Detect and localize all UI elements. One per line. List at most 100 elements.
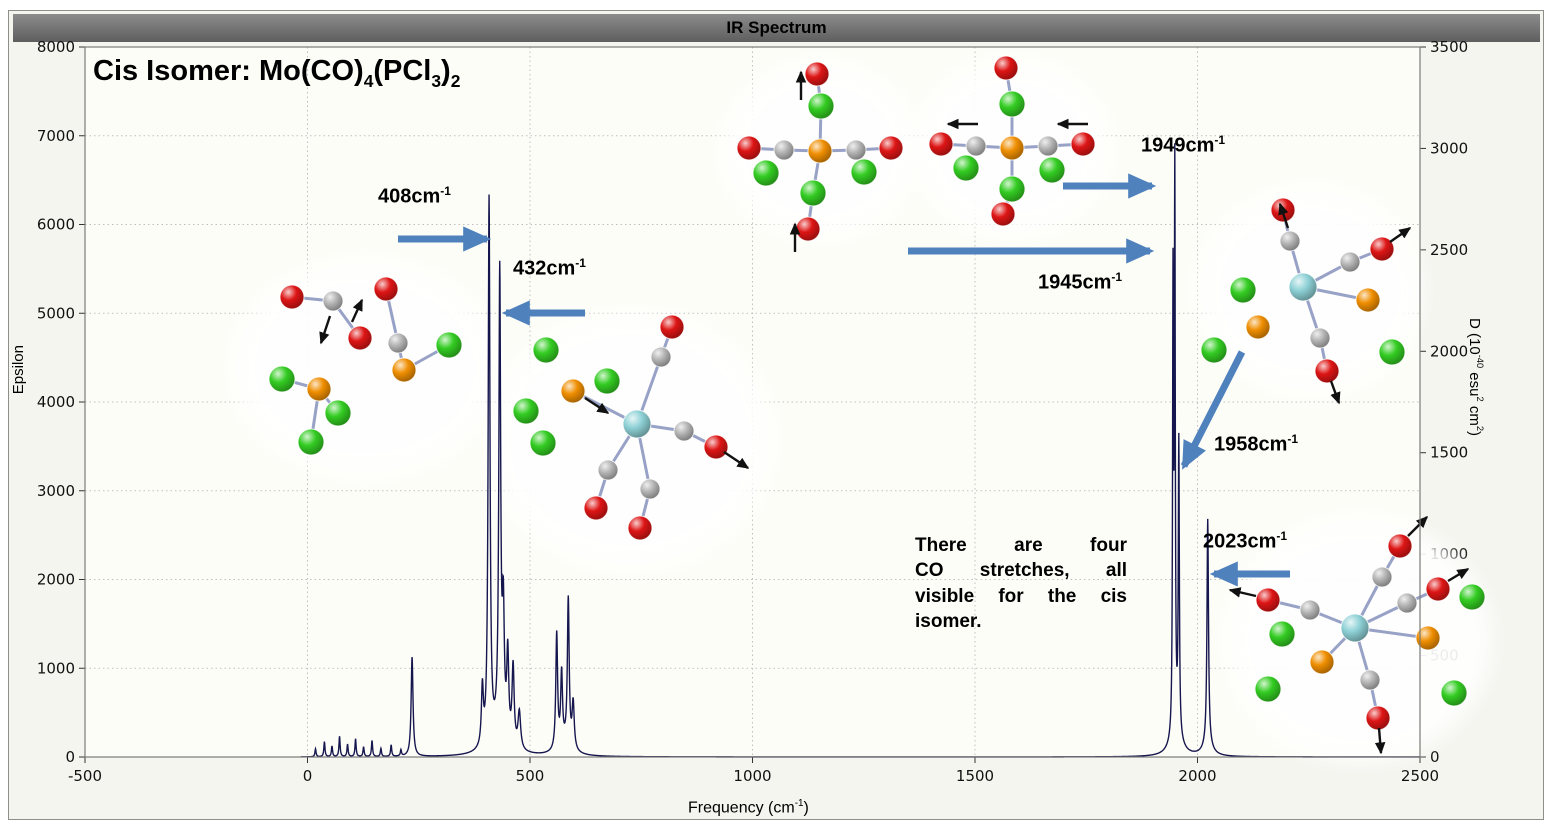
y-right-tick-label: 3000 [1430,139,1468,157]
x-tick-label: 0 [303,767,313,785]
atom-O [347,325,373,351]
atom-C [1279,230,1301,252]
atom-O [583,495,609,521]
atom-Cl [435,331,463,359]
atom-Cl [850,158,878,186]
vibration-arrow [723,451,750,469]
atom-O [928,131,954,157]
atom-O [1365,705,1391,731]
y-left-tick-label: 3000 [37,482,75,500]
x-tick-label: 1500 [956,767,994,785]
y-right-tick-label: 2000 [1430,342,1468,360]
atom-P [807,138,833,164]
atom-Cl [1268,620,1296,648]
annotation-arrow-1958 [1180,350,1246,470]
molecule-bend-mode-cluster [235,263,495,473]
atom-P [560,378,586,404]
vibration-arrow [1389,227,1412,243]
atom-O [736,135,762,161]
atom-Cl [268,365,296,393]
atom-Mo [1288,272,1318,302]
atom-Cl [1440,679,1468,707]
atom-C [673,420,695,442]
atom-C [1037,135,1059,157]
y-left-tick-label: 6000 [37,216,75,234]
atom-O [990,201,1016,227]
vibration-arrow [584,396,610,415]
y-right-tick-label: 2500 [1430,241,1468,259]
y-left-tick-label: 1000 [37,659,75,677]
y-left-tick-label: 7000 [37,127,75,145]
atom-O [659,314,685,340]
x-tick-label: 1000 [733,767,771,785]
atom-Cl [998,90,1026,118]
atom-O [795,216,821,242]
molecule-octahedral-432-mode [490,314,770,565]
atom-Mo [622,409,652,439]
molecule-layer [235,55,1490,760]
atom-C [639,478,661,500]
vibration-arrow [1374,727,1386,755]
atom-P [1415,625,1441,651]
atom-O [627,515,653,541]
atom-Mo [1340,613,1370,643]
atom-P [1355,287,1381,313]
atom-O [1369,236,1395,262]
atom-P [999,135,1025,161]
atom-C [1309,327,1331,349]
chart-title: IR Spectrum [726,18,827,37]
atom-O [703,434,729,460]
molecule-octahedral-2023-mode [1228,515,1490,760]
x-tick-label: 2500 [1401,767,1439,785]
atom-Cl [1200,336,1228,364]
atom-Cl [297,428,325,456]
atom-O [1255,587,1281,613]
atom-Cl [799,179,827,207]
vibration-arrow [319,315,332,345]
atom-P [306,376,332,402]
vibration-arrow [1278,202,1290,229]
vibration-arrow [1447,567,1470,583]
atom-Cl [529,429,557,457]
x-tick-label: 2000 [1178,767,1216,785]
title-bar: IR Spectrum [13,14,1540,42]
atom-C [1371,566,1393,588]
atom-O [373,276,399,302]
y-left-tick-label: 4000 [37,393,75,411]
vibration-arrow [1329,380,1341,405]
vibration-arrow [1228,587,1257,598]
molecule-cross-mode-horizontal-stretch [917,55,1107,233]
y-left-tick-label: 2000 [37,571,75,589]
atom-O [279,284,305,310]
atom-C [845,139,867,161]
y-left-tick-label: 8000 [37,38,75,56]
molecule-cross-mode-vertical-stretch [725,61,915,252]
atom-Cl [1378,338,1406,366]
atom-Cl [532,336,560,364]
molecule-halo [235,263,495,473]
atom-O [804,61,830,87]
atom-P [391,357,417,383]
atom-P [1309,649,1335,675]
atom-C [773,139,795,161]
atom-Cl [952,154,980,182]
y-right-tick-label: 1500 [1430,444,1468,462]
atom-O [878,135,904,161]
annotation-arrows [398,173,1290,587]
atom-Cl [324,399,352,427]
vibration-arrow [1407,515,1429,537]
atom-Cl [1038,156,1066,184]
atom-O [993,55,1019,81]
atom-C [1339,251,1361,273]
atom-Cl [752,159,780,187]
x-tick-label: 500 [516,767,545,785]
molecule-halo [490,315,770,565]
plot-frame [84,46,1421,758]
atom-C [387,332,409,354]
atom-C [1359,669,1381,691]
atom-O [1070,131,1096,157]
atom-O [1314,358,1340,384]
atom-Cl [807,92,835,120]
